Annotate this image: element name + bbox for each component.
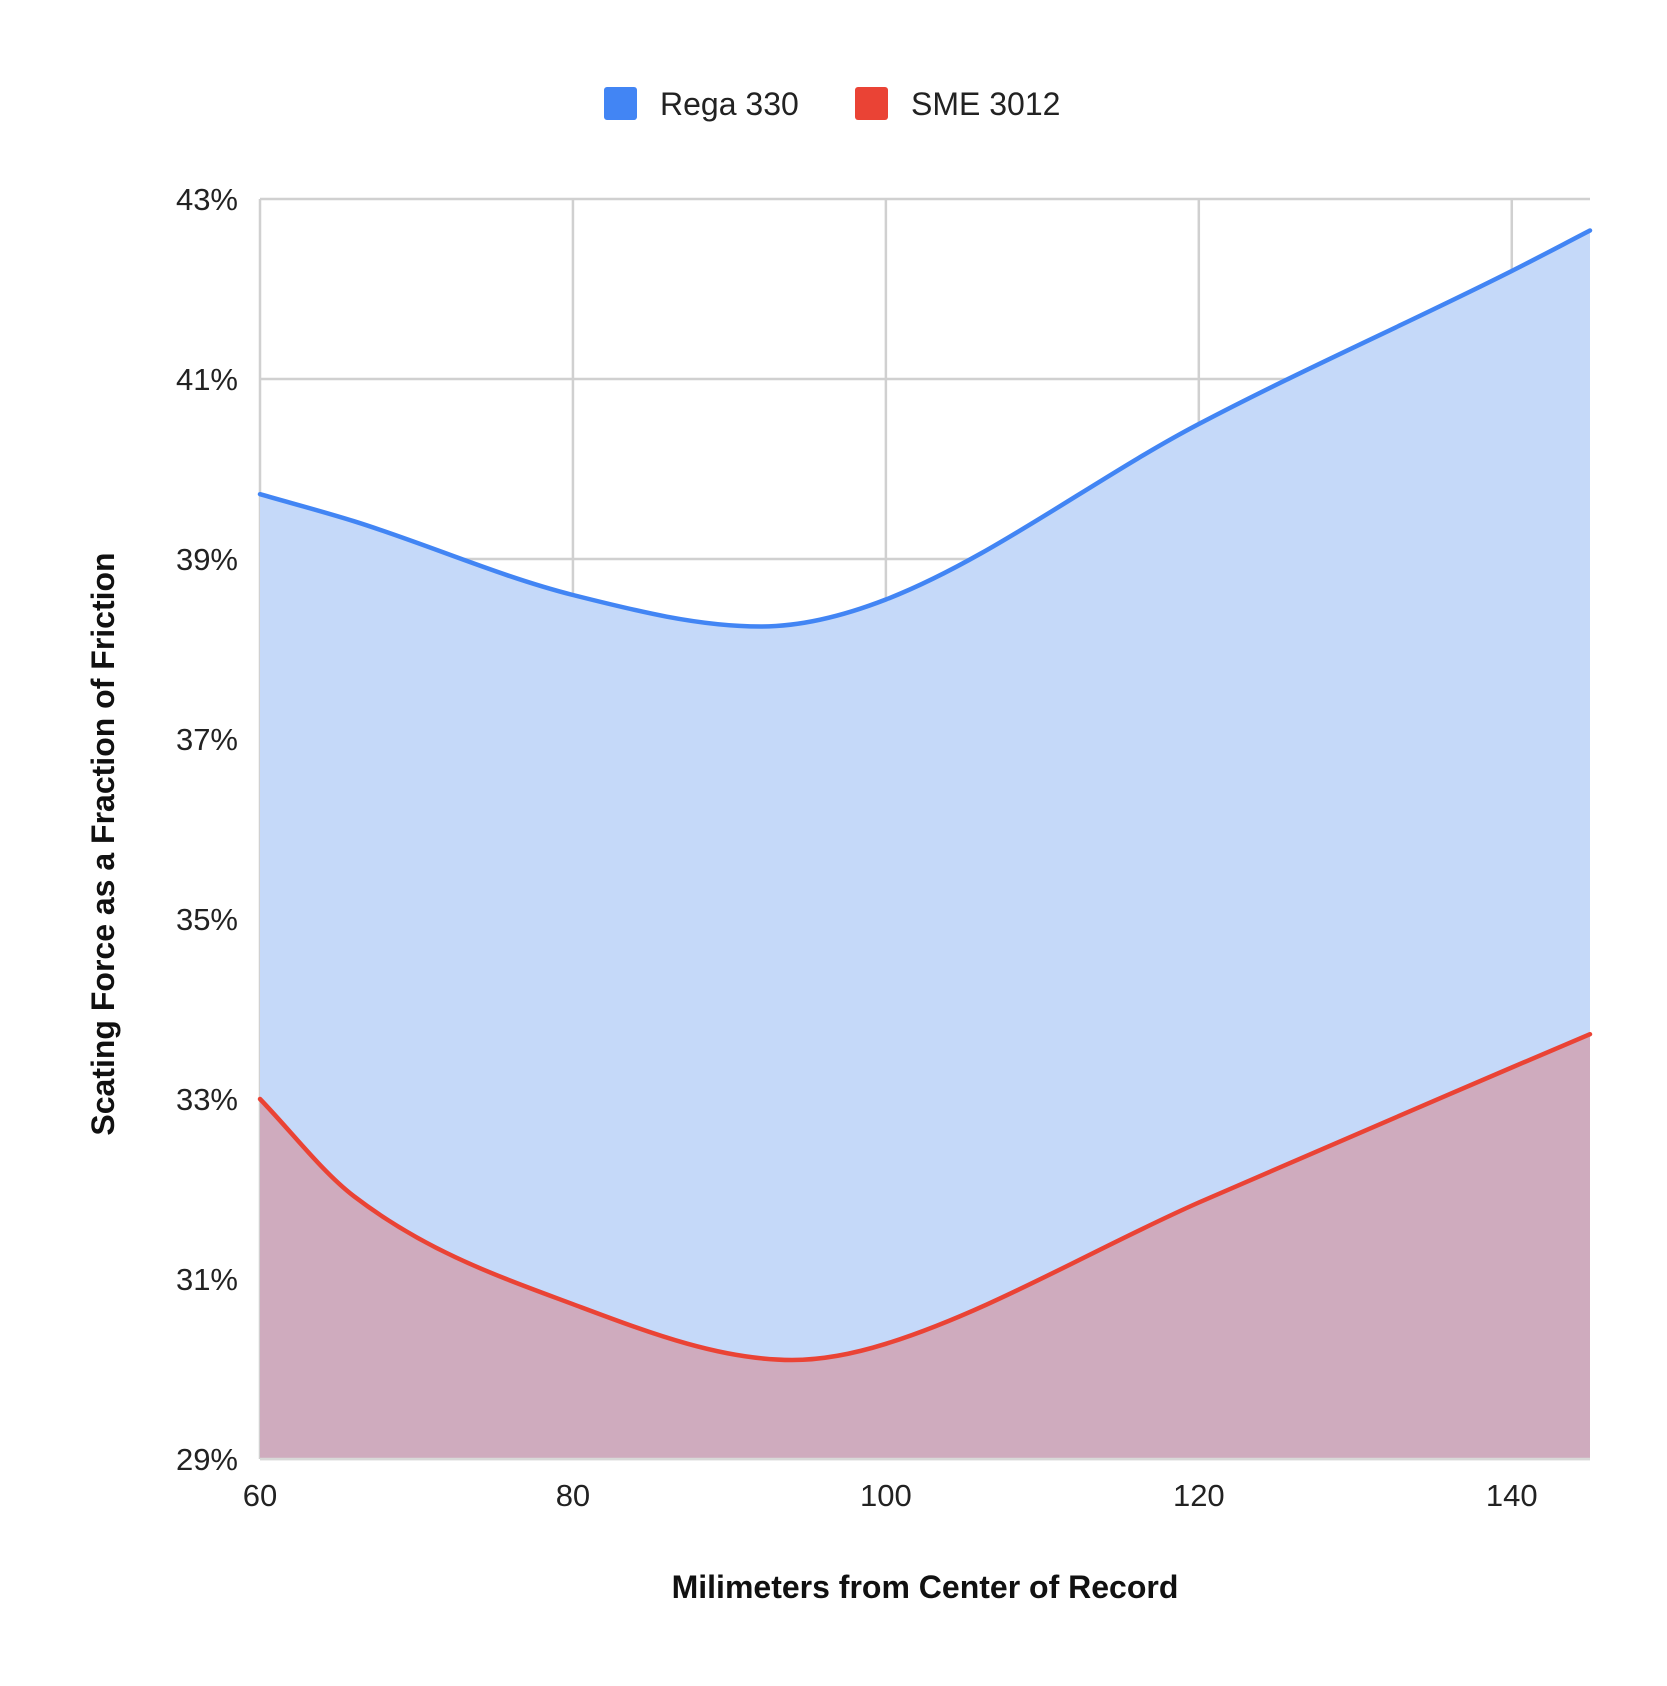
y-tick-label: 33%	[176, 1082, 238, 1117]
legend-label-sme-3012: SME 3012	[911, 86, 1060, 122]
legend-label-rega-330: Rega 330	[660, 86, 799, 122]
x-tick-label: 80	[556, 1478, 590, 1513]
legend-swatch-rega-330	[604, 87, 637, 120]
line-rega-330	[257, 228, 1593, 629]
legend: Rega 330 SME 3012	[604, 86, 1060, 122]
area-sme-3012	[260, 1034, 1590, 1459]
x-tick-label: 120	[1173, 1478, 1225, 1513]
x-axis-ticks: 60 80 100 120 140	[243, 1478, 1538, 1513]
y-tick-label: 35%	[176, 902, 238, 937]
y-tick-label: 37%	[176, 722, 238, 757]
series-areas	[260, 230, 1590, 1459]
area-rega-330	[260, 230, 1590, 1459]
y-axis-ticks: 29% 31% 33% 35% 37% 39% 41% 43%	[176, 182, 238, 1477]
line-sme-3012	[257, 1031, 1593, 1363]
legend-swatch-sme-3012	[855, 87, 888, 120]
y-axis-title: Scating Force as a Fraction of Friction	[85, 552, 121, 1135]
x-axis-title: Milimeters from Center of Record	[672, 1569, 1179, 1605]
y-tick-label: 41%	[176, 362, 238, 397]
y-tick-label: 29%	[176, 1442, 238, 1477]
x-tick-label: 100	[860, 1478, 912, 1513]
x-tick-label: 60	[243, 1478, 277, 1513]
x-tick-label: 140	[1486, 1478, 1538, 1513]
y-tick-label: 31%	[176, 1262, 238, 1297]
y-tick-label: 43%	[176, 182, 238, 217]
y-tick-label: 39%	[176, 542, 238, 577]
series-lines	[257, 228, 1593, 1461]
